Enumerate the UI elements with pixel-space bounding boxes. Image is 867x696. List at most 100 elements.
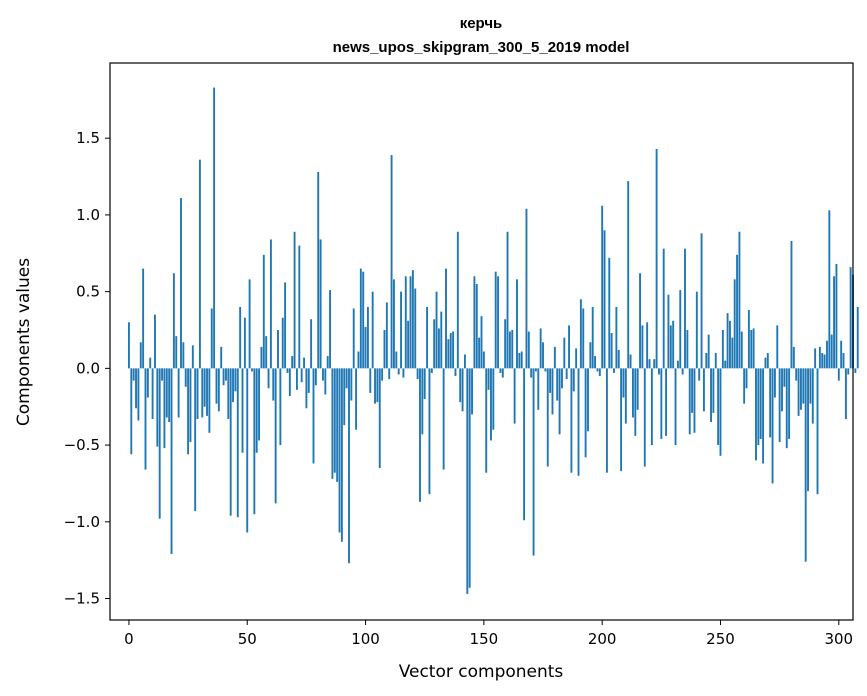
bar — [442, 368, 445, 470]
y-axis-ticks: −1.5 −1.0 −0.5 0.0 0.5 1.0 1.5 — [64, 129, 110, 608]
bar — [381, 368, 384, 381]
bar — [795, 368, 798, 381]
bar — [407, 320, 410, 369]
bar — [516, 279, 518, 369]
bar — [180, 198, 182, 369]
bar — [565, 368, 568, 380]
bar — [721, 329, 724, 369]
bar — [854, 368, 857, 373]
bar — [596, 368, 599, 372]
bar — [319, 239, 322, 369]
bar — [759, 368, 762, 439]
bar — [364, 326, 367, 369]
bar — [437, 328, 440, 369]
bar — [490, 368, 492, 441]
bar — [329, 290, 332, 369]
bar — [272, 368, 275, 401]
bar — [303, 357, 305, 369]
bar — [802, 368, 805, 404]
bar — [208, 368, 211, 433]
bar — [445, 268, 447, 369]
bar — [508, 331, 511, 369]
bar — [300, 368, 303, 383]
bar — [281, 317, 284, 369]
bar — [601, 205, 604, 369]
bar — [213, 87, 216, 369]
bar — [255, 368, 258, 453]
bar — [189, 368, 192, 443]
bar — [646, 322, 649, 369]
bar — [411, 270, 414, 369]
bar — [369, 368, 372, 393]
bar — [842, 353, 845, 369]
bar — [539, 328, 542, 369]
bar — [816, 368, 819, 495]
bar — [542, 342, 544, 369]
bar — [305, 368, 308, 409]
bar — [163, 368, 166, 449]
bar — [835, 264, 838, 369]
bar — [217, 368, 220, 412]
bar — [414, 288, 417, 369]
bar — [298, 245, 301, 369]
bar — [826, 340, 828, 369]
bar — [284, 282, 287, 369]
bar — [729, 320, 731, 369]
bar — [269, 239, 272, 369]
bar — [423, 368, 426, 400]
bar — [523, 368, 526, 521]
bar — [404, 276, 407, 369]
bar — [397, 368, 400, 375]
bar — [172, 273, 175, 369]
bar — [463, 354, 466, 369]
y-tick-label: 0.5 — [76, 283, 100, 301]
bar — [322, 368, 324, 381]
bar — [634, 368, 637, 436]
bar — [688, 368, 691, 435]
bar — [752, 328, 755, 369]
bar — [710, 368, 712, 423]
bar — [156, 368, 159, 447]
bar — [194, 368, 197, 512]
bar — [518, 353, 521, 369]
bar — [454, 368, 457, 377]
bar — [513, 368, 516, 424]
bar — [667, 294, 670, 369]
bar — [395, 351, 398, 369]
bar — [478, 337, 481, 369]
bar — [681, 368, 684, 375]
bar — [738, 231, 741, 369]
bar — [466, 368, 469, 594]
bar — [631, 368, 634, 418]
bar — [482, 351, 485, 369]
bar — [511, 329, 514, 369]
bar — [350, 368, 353, 401]
bar — [314, 368, 317, 386]
bar — [665, 368, 668, 436]
bar — [818, 346, 821, 369]
bar — [568, 325, 570, 369]
bar — [762, 368, 765, 464]
bar — [620, 368, 623, 472]
bar — [724, 360, 727, 369]
bar — [461, 368, 464, 412]
bar — [440, 311, 443, 369]
bar — [293, 231, 296, 369]
bar — [807, 368, 809, 492]
bar — [177, 368, 180, 418]
bar — [452, 331, 455, 369]
bar — [745, 368, 748, 389]
bar — [755, 368, 757, 461]
bar — [359, 268, 362, 369]
bar — [537, 368, 540, 410]
bar — [326, 356, 329, 369]
y-tick-label: −1.5 — [64, 590, 100, 608]
bar — [506, 231, 509, 369]
bar — [239, 306, 242, 369]
bar — [553, 346, 556, 369]
bar — [781, 368, 783, 412]
x-axis-label: Vector components — [399, 662, 564, 682]
bar — [191, 345, 194, 369]
bar — [182, 342, 185, 369]
